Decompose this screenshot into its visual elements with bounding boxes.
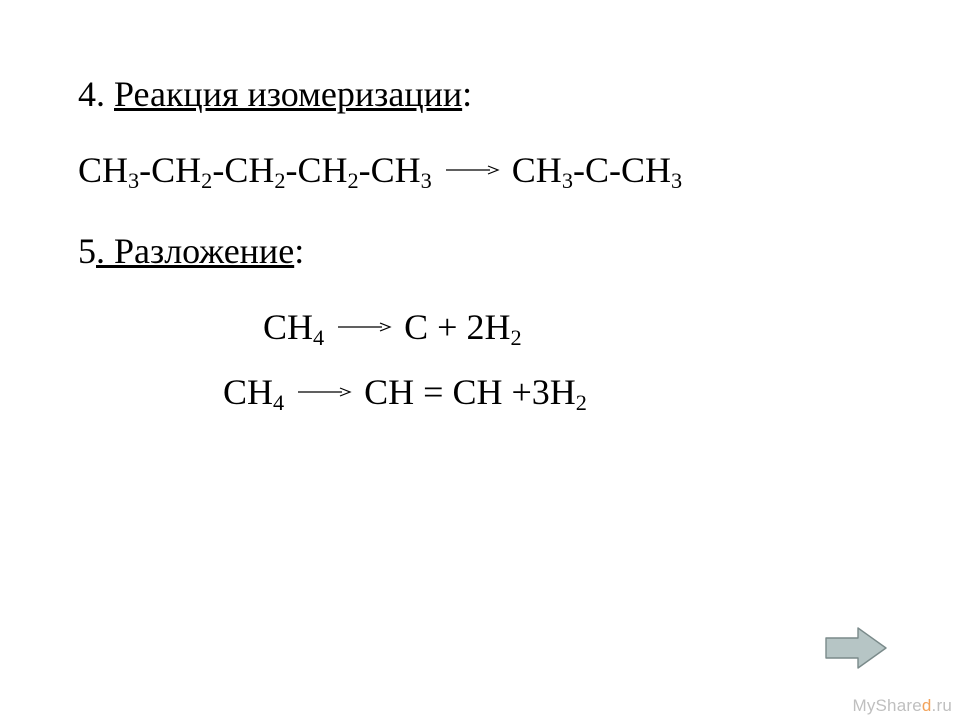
section4-rhs: CH3-C-CH3 <box>512 147 682 194</box>
reaction-arrow-icon <box>336 320 392 334</box>
section5-equation-a: CH4 C + 2H2 <box>78 304 890 351</box>
next-arrow-icon <box>824 624 888 672</box>
section5-equation-b: CH4 CH = CH +3H2 <box>78 369 890 416</box>
section5-heading: 5. Разложение: <box>78 227 890 276</box>
section5-title: . Разложение <box>96 231 294 271</box>
section5-colon: : <box>294 231 304 271</box>
section4-colon: : <box>462 74 472 114</box>
slide: 4. Реакция изомеризации: CH3-CH2-CH2-CH2… <box>0 0 960 720</box>
section5-number: 5 <box>78 231 96 271</box>
section5b-lhs: CH4 <box>223 369 284 416</box>
section4-title: Реакция изомеризации <box>114 74 462 114</box>
watermark-accent: d <box>922 696 932 715</box>
section5a-lhs: CH4 <box>263 304 324 351</box>
watermark-suffix: .ru <box>932 696 952 715</box>
reaction-arrow-icon <box>296 385 352 399</box>
section4-lhs: CH3-CH2-CH2-CH2-CH3 <box>78 147 432 194</box>
watermark: MyShared.ru <box>852 696 952 716</box>
section5a-rhs: C + 2H2 <box>404 304 521 351</box>
next-arrow-button[interactable] <box>824 624 888 672</box>
section5b-rhs: CH = CH +3H2 <box>364 369 587 416</box>
watermark-prefix: MyShare <box>852 696 921 715</box>
section4-equation: CH3-CH2-CH2-CH2-CH3 CH3-C-CH3 <box>78 147 890 194</box>
reaction-arrow-icon <box>444 163 500 177</box>
section4-number: 4. <box>78 74 114 114</box>
section4-heading: 4. Реакция изомеризации: <box>78 70 890 119</box>
